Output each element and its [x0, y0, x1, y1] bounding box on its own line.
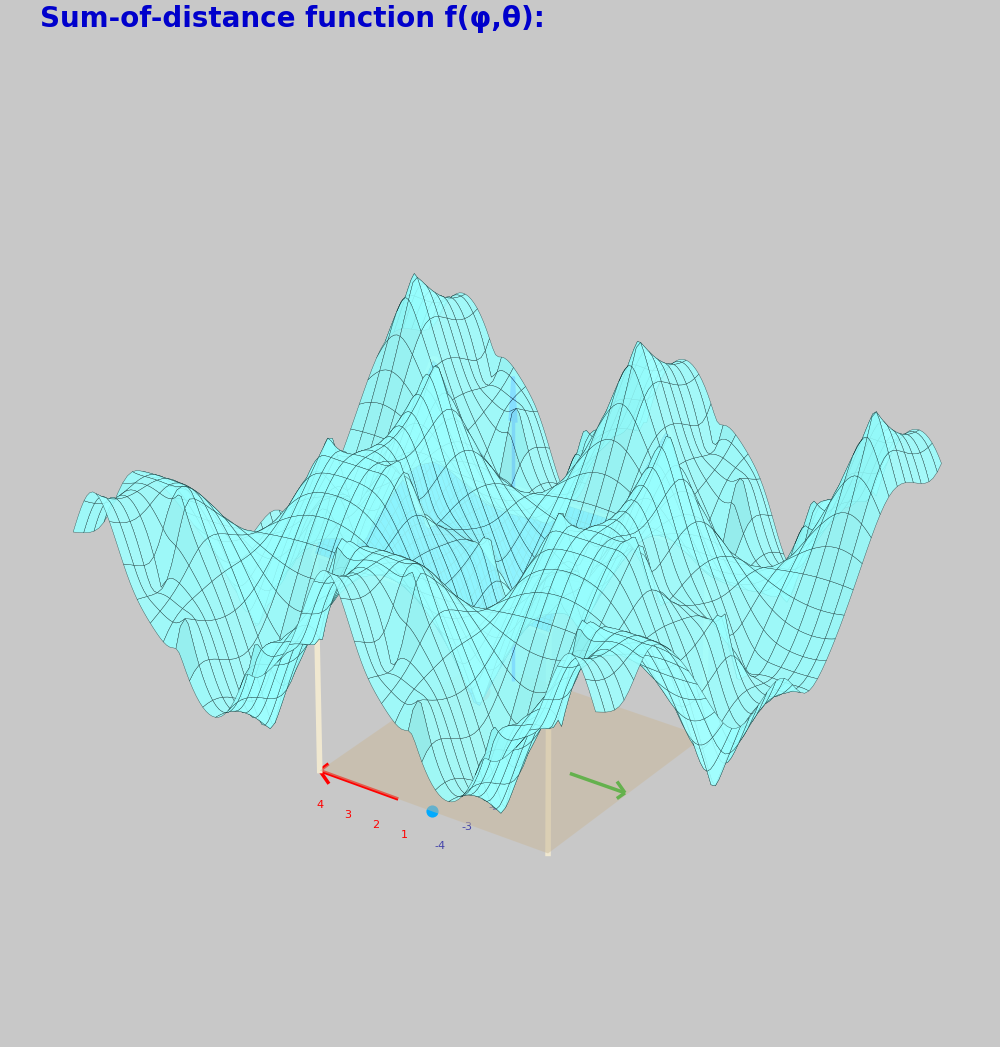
Text: Sum-of-distance function f(φ,θ):: Sum-of-distance function f(φ,θ):	[40, 5, 545, 34]
